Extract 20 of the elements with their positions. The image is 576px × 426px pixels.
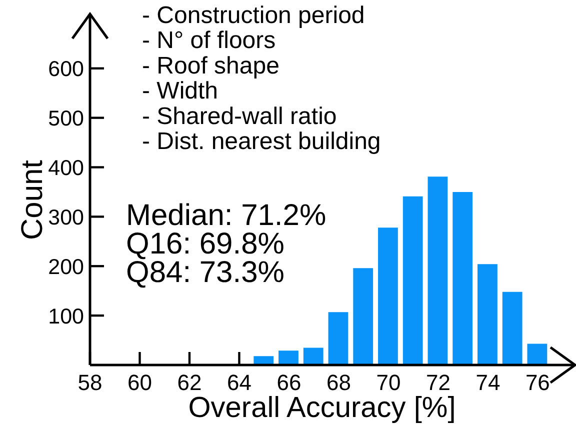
x-tick-label: 60 xyxy=(128,370,152,395)
annotation: Median: 71.2% Q16: 69.8% Q84: 73.3% xyxy=(126,199,326,289)
x-tick-label: 62 xyxy=(177,370,202,395)
annotation: - Construction period - N° of floors - Roof shape - Width - Shared-wall ratio - Dist. nearest building xyxy=(142,2,381,155)
x-tick-label: 58 xyxy=(78,370,102,395)
y-tick-label: 300 xyxy=(48,205,84,230)
x-tick-label: 70 xyxy=(376,370,401,395)
x-tick-label: 74 xyxy=(476,370,500,395)
y-tick-label: 200 xyxy=(48,254,84,279)
y-tick-label: 100 xyxy=(48,304,84,328)
x-tick-label: 64 xyxy=(226,370,252,395)
y-tick-label: 600 xyxy=(48,57,84,82)
y-tick-label: 500 xyxy=(48,106,84,131)
x-tick-label: 68 xyxy=(326,370,351,395)
x-tick-label: 66 xyxy=(276,370,302,395)
y-axis-title: Count xyxy=(16,159,49,240)
x-tick-label: 76 xyxy=(525,370,550,395)
x-tick-label: 72 xyxy=(426,370,450,395)
y-tick-label: 400 xyxy=(48,156,84,180)
x-axis-title: Overall Accuracy [%] xyxy=(188,392,456,424)
